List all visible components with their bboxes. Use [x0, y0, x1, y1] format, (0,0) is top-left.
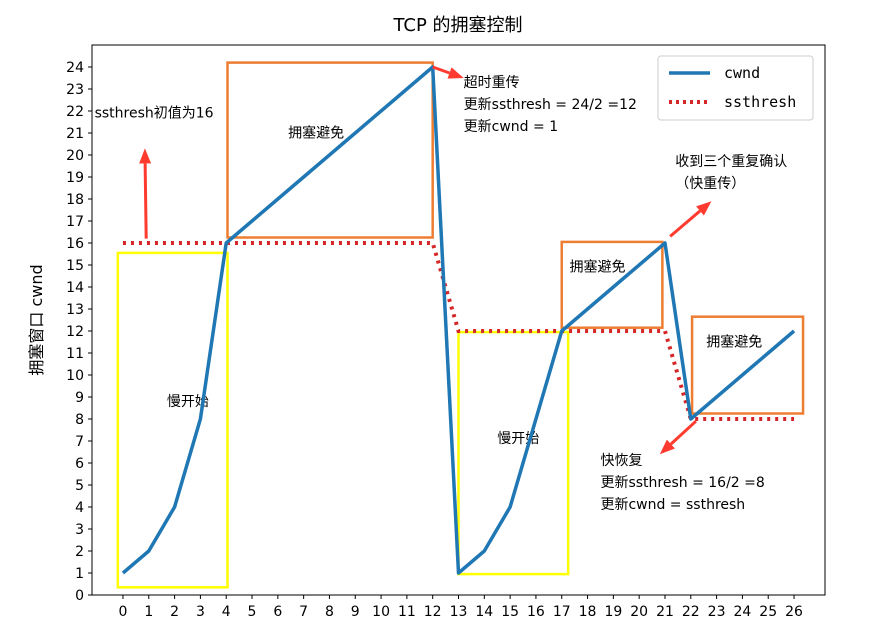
y-tick-label: 3 — [75, 522, 84, 538]
y-tick-label: 20 — [66, 148, 84, 164]
x-tick-label: 17 — [553, 604, 571, 620]
legend: cwnd ssthresh — [657, 55, 814, 121]
y-tick-label: 12 — [66, 324, 84, 340]
y-tick-label: 8 — [75, 412, 84, 428]
x-tick-label: 11 — [398, 604, 416, 620]
annotation-text: 更新cwnd = ssthresh — [600, 497, 745, 513]
chart-title: TCP 的拥塞控制 — [392, 15, 522, 36]
y-tick-label: 1 — [75, 566, 84, 582]
series-layer — [121, 65, 796, 575]
y-tick-label: 6 — [75, 456, 84, 472]
x-tick-label: 9 — [351, 604, 360, 620]
region-box — [116, 251, 229, 589]
y-tick-label: 11 — [66, 346, 84, 362]
ticks-layer: 0 1 2 3 4 5 6 7 8 9 10 11 12 13 14 15 16 17 18 19 20 21 22 23 24… — [66, 60, 803, 620]
legend-cwnd-label: cwnd — [724, 64, 760, 82]
x-tick-label: 24 — [733, 604, 751, 620]
x-tick-label: 18 — [579, 604, 597, 620]
x-tick-label: 25 — [759, 604, 777, 620]
region-label: 拥塞避免 — [569, 259, 625, 276]
x-tick-label: 16 — [527, 604, 545, 620]
y-tick-label: 0 — [75, 588, 84, 604]
x-tick-label: 7 — [299, 604, 308, 620]
y-tick-label: 7 — [75, 434, 84, 450]
annotation-text: 更新ssthresh = 24/2 =12 — [464, 97, 637, 113]
annotation-text: 收到三个重复确认 — [675, 153, 787, 170]
x-tick-label: 21 — [656, 604, 674, 620]
cwnd-line — [121, 65, 796, 575]
y-tick-label: 10 — [66, 368, 84, 384]
region-box — [690, 315, 805, 415]
annotation-arrow-head — [447, 67, 464, 79]
x-tick-label: 4 — [222, 604, 231, 620]
region-box — [226, 61, 434, 239]
x-tick-label: 19 — [604, 604, 622, 620]
x-tick-label: 23 — [708, 604, 726, 620]
annotation-arrow — [432, 65, 451, 75]
y-tick-label: 18 — [66, 192, 84, 208]
annotation-text: （快重传） — [675, 176, 745, 192]
annotation-text: 快恢复 — [600, 452, 642, 469]
annotation-text: 超时重传 — [464, 75, 520, 91]
region-label: 拥塞避免 — [706, 333, 762, 350]
y-tick-label: 13 — [66, 302, 84, 318]
y-tick-label: 24 — [66, 60, 84, 76]
x-tick-label: 14 — [475, 604, 493, 620]
y-tick-label: 15 — [66, 258, 84, 274]
region-label: 拥塞避免 — [288, 124, 344, 141]
x-tick-label: 13 — [450, 604, 468, 620]
y-tick-label: 17 — [66, 214, 84, 230]
x-tick-label: 1 — [144, 604, 153, 620]
x-tick-label: 6 — [273, 604, 282, 620]
annotation-arrow — [669, 209, 701, 238]
y-axis-label: 拥塞窗口 cwnd — [27, 264, 46, 375]
region-label: 慢开始 — [167, 393, 209, 410]
y-tick-label: 19 — [66, 170, 84, 186]
legend-ssthresh-label: ssthresh — [724, 93, 796, 111]
x-tick-label: 10 — [372, 604, 390, 620]
y-tick-label: 14 — [66, 280, 84, 296]
y-tick-label: 5 — [75, 478, 84, 494]
x-tick-label: 20 — [630, 604, 648, 620]
y-tick-label: 2 — [75, 544, 84, 560]
x-tick-label: 5 — [248, 604, 257, 620]
x-tick-label: 26 — [785, 604, 803, 620]
y-tick-label: 16 — [66, 236, 84, 252]
y-tick-label: 23 — [66, 82, 84, 98]
y-tick-label: 22 — [66, 104, 84, 120]
x-tick-label: 15 — [501, 604, 519, 620]
region-box — [560, 240, 664, 329]
annotation-arrow-head — [659, 439, 675, 455]
annotation-arrow — [669, 420, 697, 446]
x-tick-label: 8 — [325, 604, 334, 620]
x-tick-label: 2 — [170, 604, 179, 620]
annotation-text: 更新cwnd = 1 — [464, 119, 558, 135]
annotation-arrow-head — [696, 201, 712, 216]
annotation-arrow — [143, 163, 148, 239]
x-tick-label: 22 — [682, 604, 700, 620]
x-tick-label: 0 — [119, 604, 128, 620]
annotation-text: ssthresh初值为16 — [95, 105, 214, 122]
annotation-text: 更新ssthresh = 16/2 =8 — [600, 475, 764, 491]
annotation-arrow-head — [139, 148, 152, 164]
y-tick-label: 9 — [75, 390, 84, 406]
ssthresh-line — [122, 241, 795, 421]
y-tick-label: 21 — [66, 126, 84, 142]
x-tick-label: 12 — [424, 604, 442, 620]
x-tick-label: 3 — [196, 604, 205, 620]
y-tick-label: 4 — [75, 500, 84, 516]
